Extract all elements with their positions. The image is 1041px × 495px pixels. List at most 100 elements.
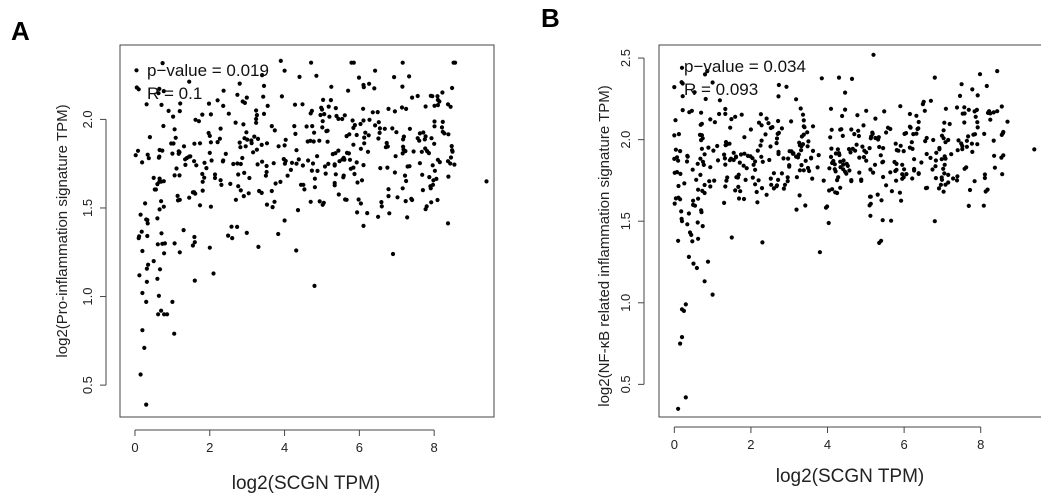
scatter-point bbox=[867, 194, 873, 199]
scatter-point bbox=[304, 124, 309, 129]
scatter-point bbox=[893, 141, 898, 146]
scatter-point bbox=[320, 202, 325, 207]
scatter-point bbox=[187, 195, 192, 200]
scatter-point bbox=[270, 205, 275, 210]
scatter-point bbox=[960, 147, 965, 152]
scatter-point bbox=[794, 175, 800, 180]
scatter-point bbox=[344, 197, 349, 202]
scatter-point bbox=[942, 162, 947, 167]
scatter-point bbox=[750, 175, 755, 180]
scatter-point bbox=[678, 149, 683, 154]
scatter-point bbox=[799, 163, 804, 168]
scatter-point bbox=[282, 218, 287, 223]
scatter-point bbox=[322, 164, 328, 169]
scatter-point bbox=[423, 146, 428, 151]
scatter-point bbox=[859, 178, 864, 183]
pvalue-annotation-a: p−value = 0.019 bbox=[147, 61, 269, 80]
scatter-point bbox=[672, 85, 677, 90]
scatter-point bbox=[273, 181, 278, 186]
scatter-point bbox=[939, 177, 945, 182]
scatter-point bbox=[349, 60, 354, 65]
scatter-point bbox=[698, 156, 703, 161]
scatter-point bbox=[699, 110, 704, 115]
scatter-point bbox=[392, 170, 397, 175]
scatter-point bbox=[894, 178, 899, 183]
scatter-point bbox=[695, 220, 700, 225]
scatter-point bbox=[742, 135, 747, 140]
scatter-point bbox=[230, 236, 235, 241]
scatter-point bbox=[196, 119, 201, 124]
scatter-point bbox=[432, 168, 437, 173]
scatter-point bbox=[435, 157, 440, 162]
scatter-point bbox=[835, 190, 840, 196]
scatter-point bbox=[723, 162, 728, 167]
scatter-point bbox=[947, 121, 952, 127]
scatter-point bbox=[362, 141, 367, 146]
y-axis-label-a: log2(Pro-inflammation signature TPM) bbox=[54, 104, 71, 357]
scatter-point bbox=[678, 341, 683, 346]
scatter-point bbox=[177, 250, 182, 255]
scatter-point bbox=[942, 120, 947, 125]
scatter-point bbox=[681, 308, 687, 313]
scatter-point bbox=[448, 155, 454, 160]
scatter-point bbox=[207, 150, 212, 155]
scatter-point bbox=[235, 92, 240, 97]
scatter-point bbox=[140, 290, 145, 296]
scatter-point bbox=[871, 52, 876, 57]
scatter-point bbox=[868, 136, 873, 141]
scatter-point bbox=[758, 112, 764, 117]
scatter-point bbox=[877, 240, 882, 245]
x-tick-label: 2 bbox=[206, 440, 213, 455]
scatter-point bbox=[897, 190, 903, 195]
scatter-point bbox=[739, 112, 744, 117]
scatter-point bbox=[450, 148, 455, 153]
scatter-point bbox=[373, 68, 378, 73]
scatter-point bbox=[134, 68, 139, 73]
scatter-point bbox=[319, 107, 325, 112]
scatter-point bbox=[843, 107, 848, 112]
scatter-point bbox=[383, 145, 388, 150]
scatter-point bbox=[172, 173, 177, 178]
scatter-point bbox=[404, 106, 409, 111]
scatter-point bbox=[864, 158, 869, 163]
scatter-point bbox=[955, 148, 960, 153]
scatter-point bbox=[255, 162, 260, 167]
scatter-point bbox=[137, 234, 142, 239]
y-tick-label: 1.5 bbox=[618, 212, 633, 230]
scatter-point bbox=[764, 116, 769, 121]
scatter-point bbox=[805, 130, 810, 135]
scatter-point bbox=[964, 144, 970, 149]
scatter-point bbox=[799, 134, 805, 139]
scatter-point bbox=[235, 161, 240, 166]
scatter-point bbox=[794, 207, 799, 212]
scatter-point bbox=[840, 133, 845, 138]
scatter-point bbox=[803, 203, 808, 208]
scatter-point bbox=[241, 194, 246, 199]
scatter-point bbox=[841, 167, 846, 172]
scatter-point bbox=[972, 179, 977, 184]
scatter-point bbox=[285, 173, 290, 178]
scatter-point bbox=[910, 146, 915, 151]
scatter-point bbox=[358, 121, 363, 127]
scatter-point bbox=[145, 152, 150, 157]
scatter-point bbox=[429, 136, 434, 141]
scatter-point bbox=[708, 165, 713, 170]
scatter-point bbox=[417, 161, 422, 166]
scatter-point bbox=[242, 136, 247, 141]
scatter-point bbox=[861, 123, 866, 128]
scatter-point bbox=[759, 154, 764, 159]
scatter-point bbox=[934, 150, 939, 155]
scatter-point bbox=[302, 187, 307, 192]
scatter-point bbox=[308, 138, 313, 143]
scatter-point bbox=[279, 94, 284, 99]
scatter-point bbox=[340, 116, 345, 122]
scatter-point bbox=[797, 168, 803, 173]
scatter-point bbox=[710, 80, 715, 85]
scatter-point bbox=[417, 138, 422, 143]
scatter-point bbox=[233, 197, 238, 202]
scatter-point bbox=[898, 104, 903, 109]
scatter-point bbox=[392, 109, 397, 114]
scatter-point bbox=[736, 172, 741, 177]
scatter-point bbox=[172, 127, 177, 132]
scatter-point bbox=[703, 96, 708, 102]
